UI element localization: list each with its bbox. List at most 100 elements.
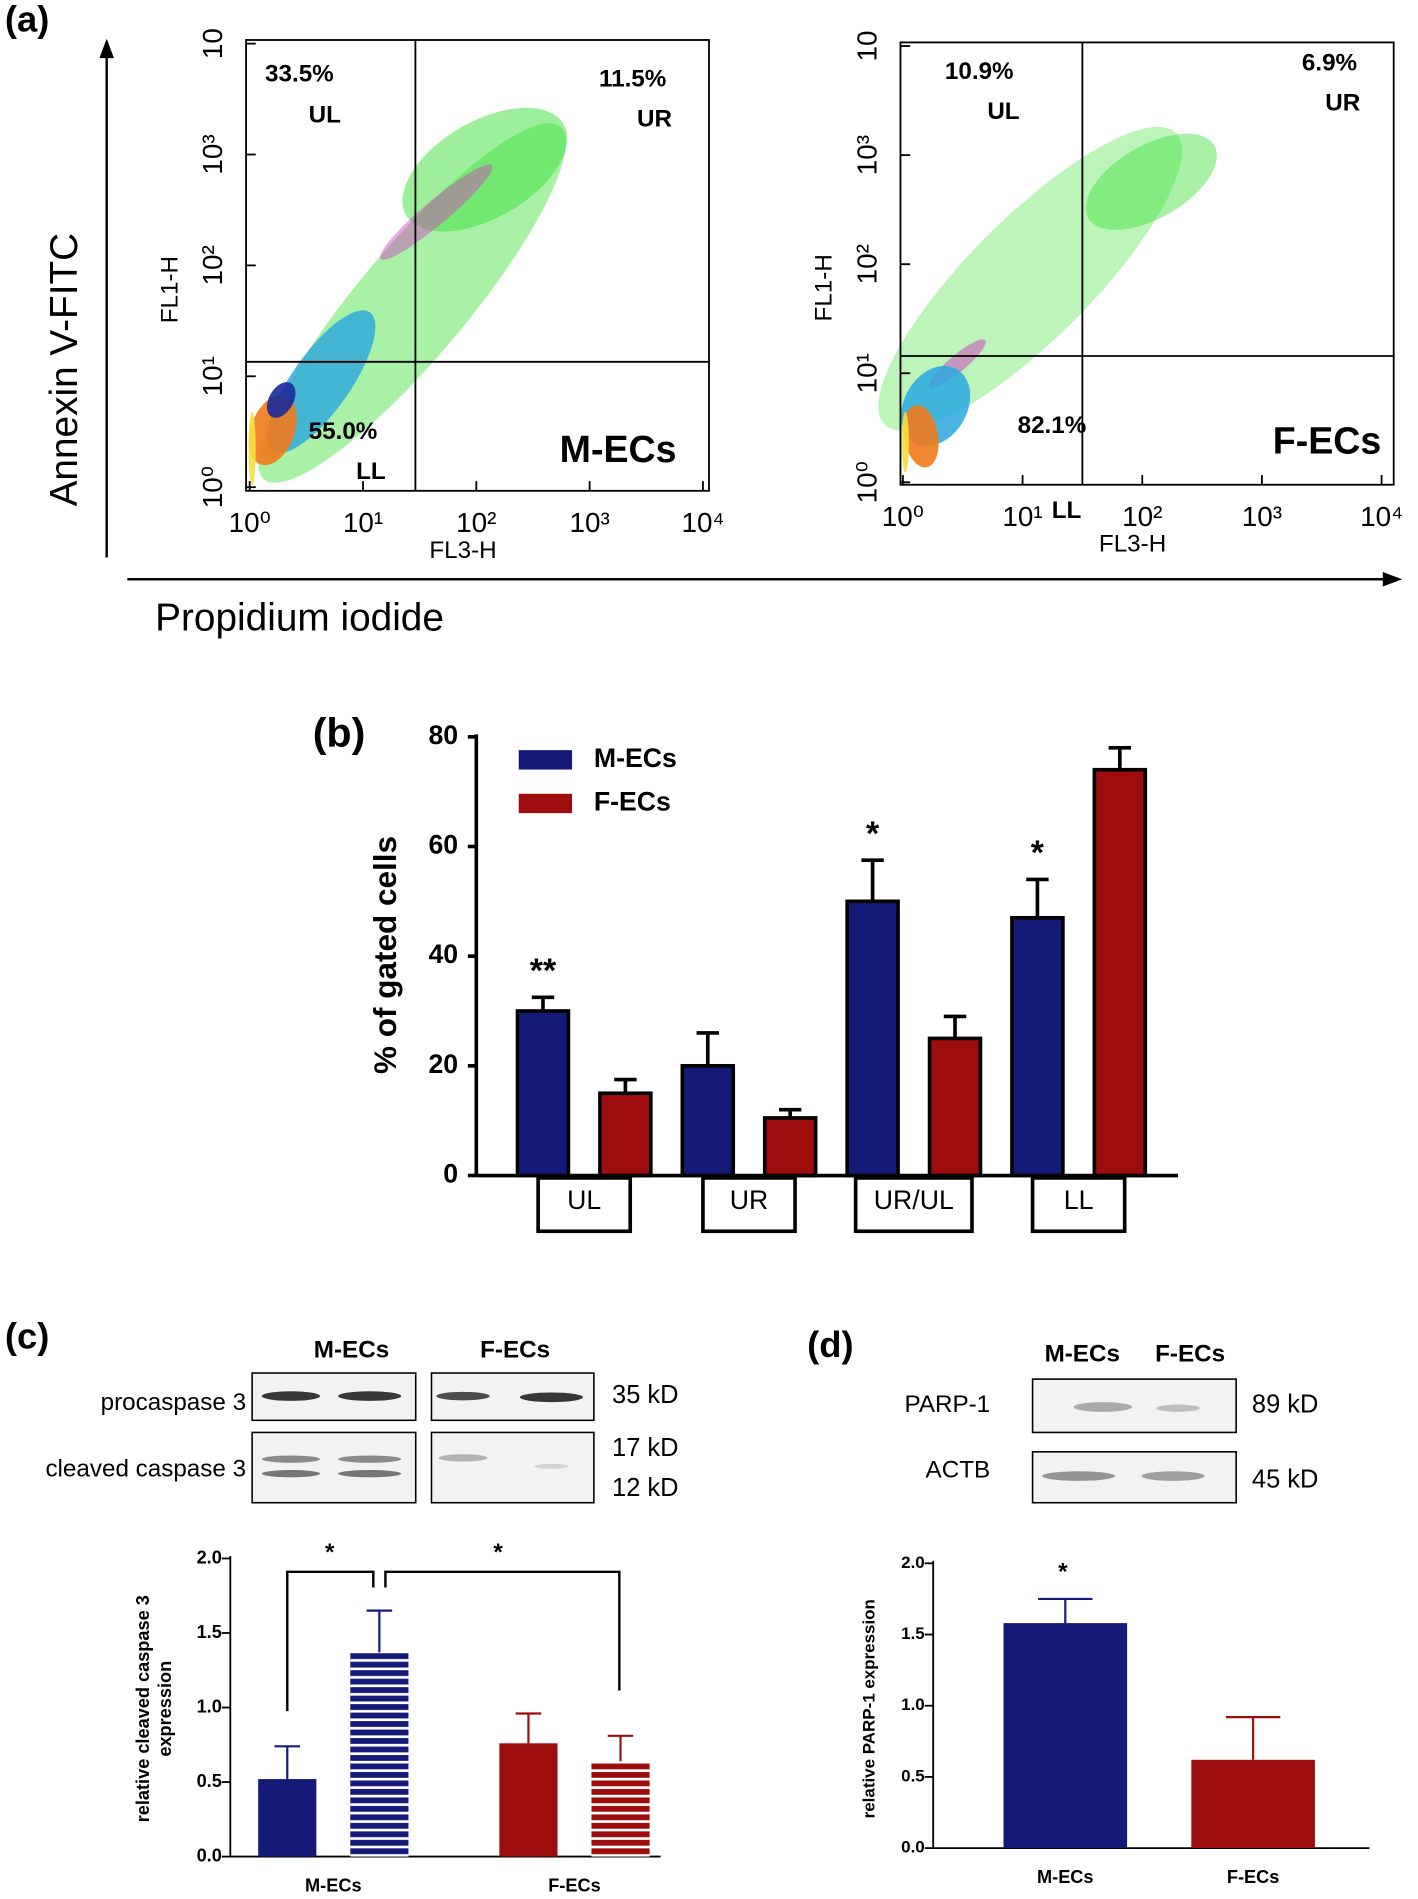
significance-mark: * xyxy=(866,815,880,853)
event-cloud xyxy=(402,107,568,232)
x-tick-label: 10³ xyxy=(569,507,609,538)
y-tick-label: 40 xyxy=(428,939,458,969)
blot-panel xyxy=(1031,1451,1237,1504)
blot-band xyxy=(438,1454,488,1462)
blot-band xyxy=(1073,1402,1132,1412)
y-axis-label: FL1-H xyxy=(156,256,183,323)
shared-y-label: Annexin V-FITC xyxy=(43,233,86,507)
significance-mark: * xyxy=(1031,834,1045,872)
x-tick-label: UR/UL xyxy=(874,1185,954,1215)
y-tick-label: 0.5 xyxy=(197,1771,222,1791)
sample-label: M-ECs xyxy=(560,428,677,470)
y-axis-label: expression xyxy=(155,1661,175,1757)
x-tick-label: 10³ xyxy=(1242,501,1282,532)
bar xyxy=(515,1009,571,1178)
y-axis-label: % of gated cells xyxy=(367,836,403,1074)
shared-x-label: Propidium iodide xyxy=(155,597,444,640)
blot-panel xyxy=(251,1431,417,1504)
y-tick-label: 10² xyxy=(851,244,882,284)
y-tick-label: 2.0 xyxy=(901,1553,925,1572)
bar xyxy=(762,1116,818,1178)
legend-swatch xyxy=(518,750,573,770)
y-tick-label: 10³ xyxy=(197,134,228,174)
x-tick-label: 10² xyxy=(456,507,496,538)
x-axis-label: FL3-H xyxy=(429,537,496,564)
x-tick-label: F-ECs xyxy=(1227,1867,1279,1887)
quadrant-name: LL xyxy=(356,458,386,485)
legend-label: M-ECs xyxy=(594,743,677,773)
significance-mark: * xyxy=(1058,1558,1068,1585)
blot-band xyxy=(519,1392,583,1403)
event-cloud xyxy=(380,164,493,260)
blot-band xyxy=(338,1391,402,1401)
event-cloud xyxy=(901,412,909,473)
x-tick-label: LL xyxy=(1064,1185,1094,1215)
quadrant-value: 55.0% xyxy=(309,418,378,445)
category-box xyxy=(1030,1176,1127,1234)
arrow-head xyxy=(99,38,114,59)
y-tick-label: 0.0 xyxy=(197,1845,222,1865)
bar xyxy=(598,1091,653,1178)
x-tick-label: 10⁰ xyxy=(882,501,924,532)
x-tick-label: M-ECs xyxy=(1037,1867,1094,1887)
lane-label: M-ECs xyxy=(314,1337,389,1364)
panel-label: (d) xyxy=(807,1324,853,1365)
panel-label: (b) xyxy=(313,709,366,755)
y-tick-label: 2.0 xyxy=(197,1547,222,1567)
quadrant-value: 6.9% xyxy=(1302,50,1357,77)
y-axis-label: relative cleaved caspase 3 xyxy=(133,1595,153,1822)
quadrant-name: UL xyxy=(309,102,341,129)
event-cloud xyxy=(903,405,939,468)
x-tick-label: 10⁴ xyxy=(1360,501,1403,532)
x-axis-label: FL3-H xyxy=(1099,531,1166,558)
blot-band xyxy=(261,1455,320,1463)
y-tick-label: 10¹ xyxy=(851,353,882,393)
bar xyxy=(680,1064,736,1178)
significance-bracket xyxy=(286,1570,375,1712)
blot-band xyxy=(338,1455,402,1463)
lane-label: M-ECs xyxy=(1045,1340,1120,1367)
quadrant-value: 33.5% xyxy=(265,61,334,88)
quadrant-value: 11.5% xyxy=(599,65,666,92)
y-tick-label: 80 xyxy=(428,720,458,750)
molecular-weight: 17 kD xyxy=(612,1434,678,1462)
bar xyxy=(1003,1623,1128,1849)
quadrant-name: UL xyxy=(987,98,1019,125)
y-tick-label: 60 xyxy=(428,830,458,860)
bar xyxy=(1092,767,1148,1178)
y-tick-label: 10⁰ xyxy=(851,461,882,503)
blot-panel xyxy=(430,1431,595,1504)
molecular-weight: 45 kD xyxy=(1252,1466,1318,1494)
bar xyxy=(258,1779,317,1857)
y-tick-label: 10¹ xyxy=(197,356,228,396)
category-box xyxy=(701,1176,797,1234)
event-cloud xyxy=(248,412,256,485)
bar xyxy=(350,1652,409,1857)
y-tick-label: 0.0 xyxy=(901,1838,925,1857)
significance-mark: * xyxy=(325,1539,335,1566)
category-box xyxy=(853,1176,974,1234)
quadrant-value: 10.9% xyxy=(945,58,1014,85)
y-tick-label: 0 xyxy=(443,1159,458,1189)
y-tick-label: 10⁰ xyxy=(197,466,228,508)
blot-band xyxy=(1156,1404,1200,1412)
panel-label: (c) xyxy=(5,1316,49,1357)
x-tick-label: UR xyxy=(730,1185,769,1215)
blot-row-label: procaspase 3 xyxy=(101,1389,246,1416)
bar xyxy=(927,1036,983,1178)
significance-mark: ** xyxy=(530,952,557,990)
y-tick-label: 10 xyxy=(197,28,228,59)
molecular-weight: 35 kD xyxy=(612,1381,678,1409)
y-tick-label: 10³ xyxy=(851,135,882,175)
blot-row-label: cleaved caspase 3 xyxy=(45,1455,246,1482)
x-tick-label: 10⁴ xyxy=(681,507,724,538)
x-tick-label: 10¹ xyxy=(343,507,383,538)
category-box xyxy=(536,1176,633,1234)
arrow-head xyxy=(1382,572,1403,587)
y-axis-label: relative PARP-1 expression xyxy=(860,1599,879,1818)
blot-band xyxy=(338,1469,402,1478)
x-tick-label: 10² xyxy=(1122,501,1162,532)
bar xyxy=(1010,915,1065,1178)
event-cloud xyxy=(266,382,296,418)
event-cloud xyxy=(1085,133,1217,230)
